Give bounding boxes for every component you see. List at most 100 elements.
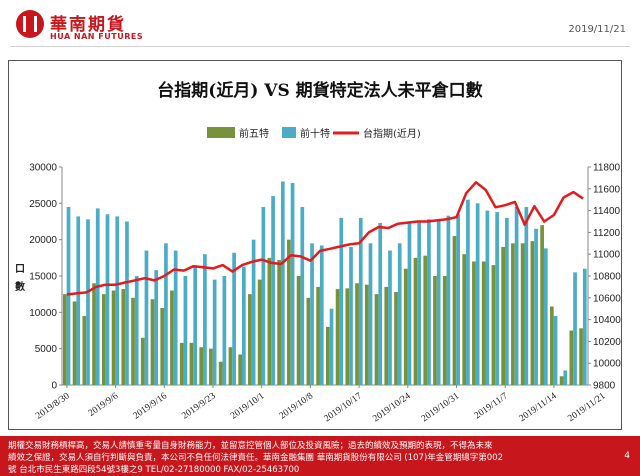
bar-front5 <box>296 276 301 385</box>
x-tick-label: 2019/10/8 <box>278 391 316 421</box>
legend-swatch-front10 <box>282 127 296 138</box>
bar-front10 <box>300 206 305 385</box>
bar-front5 <box>62 294 67 385</box>
left-tick-label: 5000 <box>35 344 58 355</box>
bar-front5 <box>520 243 525 385</box>
legend-swatch-front5 <box>207 127 235 138</box>
legend-label-front10: 前十特 <box>300 127 330 140</box>
bar-front5 <box>131 297 135 385</box>
bar-front10 <box>173 250 178 385</box>
x-tick-label: 2019/10/1 <box>229 391 267 421</box>
bar-front10 <box>534 228 538 385</box>
bar-front5 <box>335 289 340 385</box>
bar-front5 <box>364 284 369 385</box>
right-tick-label: 11600 <box>593 184 621 195</box>
bar-front10 <box>427 219 431 385</box>
bar-front10 <box>446 215 451 385</box>
header-divider <box>10 46 630 47</box>
bar-front5 <box>442 276 447 385</box>
bar-front5 <box>170 290 174 385</box>
bar-front5 <box>82 315 87 385</box>
x-tick-label: 2019/10/24 <box>371 391 412 424</box>
bar-front10 <box>95 208 100 385</box>
right-tick-label: 9800 <box>593 381 616 392</box>
bar-front10 <box>514 206 519 385</box>
bar-front10 <box>368 243 373 385</box>
bar-front10 <box>378 222 383 385</box>
brand-logo-icon <box>16 10 44 38</box>
bar-front5 <box>462 254 467 385</box>
header: 華南期貨 HUA NAN FUTURES 2019/11/21 <box>0 0 640 52</box>
bar-front10 <box>203 254 207 385</box>
bar-front5 <box>374 294 379 385</box>
disclaimer-line-2: 績效之保證，交易人須自行判斷與負責，本公司不負任何法律責任。華南金融集團 華南期… <box>8 453 503 463</box>
bar-front5 <box>325 326 330 385</box>
bar-front10 <box>495 212 499 385</box>
bar-front5 <box>530 241 535 385</box>
bar-front10 <box>407 222 412 385</box>
bar-front10 <box>212 279 217 385</box>
bar-front10 <box>524 206 529 385</box>
bar-front5 <box>452 236 457 385</box>
bar-front10 <box>417 221 422 385</box>
bar-front10 <box>251 239 256 385</box>
bar-front10 <box>397 243 402 385</box>
bar-front10 <box>183 276 188 385</box>
disclaimer-line-1: 期權交易財務槓桿高，交易人請慎重考量自身財務能力，並留意控管個人部位及投資風險；… <box>8 441 493 451</box>
bar-front5 <box>199 347 204 385</box>
brand-name: 華南期貨 <box>50 15 126 35</box>
bar-front10 <box>280 181 285 385</box>
bar-front10 <box>563 370 568 385</box>
x-tick-label: 2019/9/23 <box>180 391 218 421</box>
brand-name-en: HUA NAN FUTURES <box>50 32 144 41</box>
x-tick-label: 2019/11/14 <box>518 391 559 424</box>
bar-front10 <box>329 308 334 385</box>
bar-front5 <box>345 288 350 385</box>
bar-front5 <box>228 347 233 385</box>
disclaimer-footer: 期權交易財務槓桿高，交易人請慎重考量自身財務能力，並留意控管個人部位及投資風險；… <box>0 436 640 476</box>
right-tick-label: 10400 <box>593 315 621 326</box>
disclaimer-line-3: 號 台北市民生東路四段54號3樓之9 TEL/02-27180000 FAX/0… <box>8 465 300 475</box>
bar-front5 <box>559 376 564 385</box>
bar-front10 <box>86 219 90 385</box>
right-tick-label: 11000 <box>593 250 621 261</box>
bar-front10 <box>222 276 227 385</box>
bar-front10 <box>466 199 470 385</box>
bar-front10 <box>144 250 149 385</box>
left-tick-label: 15000 <box>29 272 57 283</box>
bar-front5 <box>579 328 583 385</box>
right-tick-label: 10200 <box>593 337 621 348</box>
bar-front10 <box>232 252 236 385</box>
bar-front10 <box>543 248 548 385</box>
bar-front10 <box>66 206 71 385</box>
bar-front5 <box>501 246 506 385</box>
x-tick-label: 2019/11/21 <box>566 391 607 424</box>
left-tick-label: 25000 <box>29 199 57 210</box>
bar-front10 <box>573 272 577 385</box>
left-tick-label: 20000 <box>29 235 57 246</box>
bar-front5 <box>111 290 116 385</box>
left-tick-label: 30000 <box>29 163 57 174</box>
bar-front5 <box>550 306 554 385</box>
bar-front5 <box>72 301 77 385</box>
bar-front5 <box>277 260 281 385</box>
bar-front10 <box>485 210 490 385</box>
bar-front10 <box>339 217 344 385</box>
left-tick-label: 10000 <box>29 308 57 319</box>
chart-frame <box>8 60 622 430</box>
y-axis-label: 口 <box>15 264 25 275</box>
bar-front5 <box>413 257 418 385</box>
bar-front5 <box>423 255 428 385</box>
y-axis-label: 數 <box>15 280 25 293</box>
bar-front10 <box>164 243 168 385</box>
bar-front10 <box>105 214 110 385</box>
bar-front10 <box>310 243 314 385</box>
bar-front5 <box>433 276 437 385</box>
bar-front10 <box>271 196 275 385</box>
right-tick-label: 10000 <box>593 359 621 370</box>
bar-front10 <box>115 216 120 385</box>
bar-front10 <box>125 221 129 385</box>
left-tick-label: 0 <box>51 381 57 392</box>
bar-front5 <box>160 307 165 385</box>
